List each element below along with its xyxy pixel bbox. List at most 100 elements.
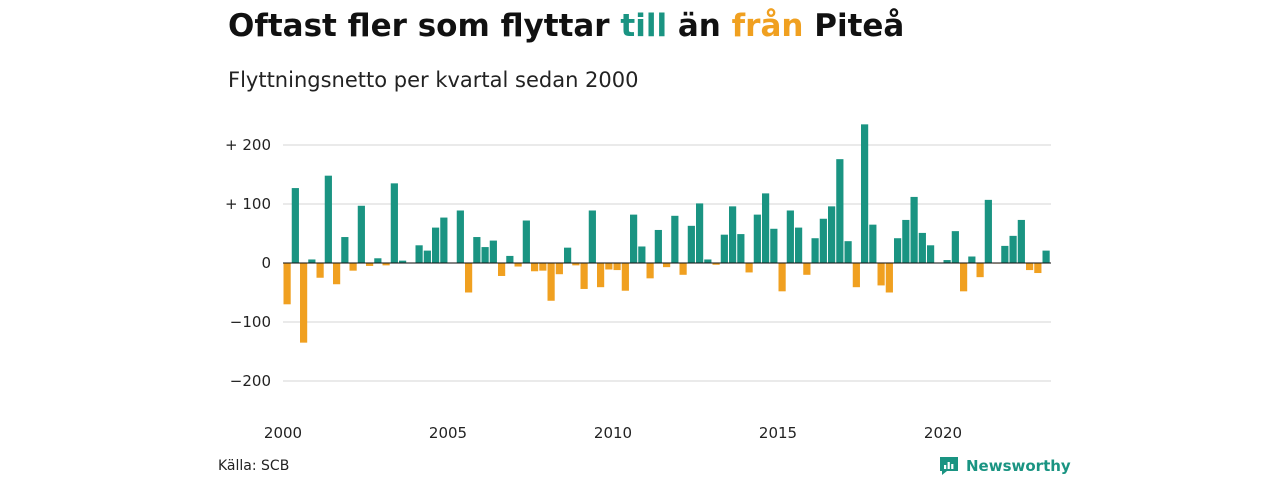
x-tick-label: 2000 <box>264 424 302 442</box>
bar <box>918 232 926 263</box>
bar <box>984 199 992 263</box>
bar <box>506 255 514 263</box>
bar <box>968 256 976 263</box>
bar <box>316 263 324 278</box>
x-tick-label: 2010 <box>594 424 632 442</box>
bar <box>1009 235 1017 263</box>
bar <box>762 193 770 263</box>
y-tick-label: −100 <box>230 313 271 331</box>
bar <box>613 263 621 271</box>
bar <box>704 259 712 263</box>
bar <box>382 263 390 266</box>
bar <box>547 263 555 301</box>
bar <box>1026 263 1034 271</box>
chart-subtitle: Flyttningsnetto per kvartal sedan 2000 <box>228 68 639 92</box>
bar <box>514 263 522 267</box>
bar <box>572 263 580 266</box>
brand-label: Newsworthy <box>966 457 1071 475</box>
bar <box>415 245 423 263</box>
bar <box>976 263 984 278</box>
bar <box>852 263 860 288</box>
title-part-till: till <box>620 8 668 44</box>
x-tick-label: 2005 <box>429 424 467 442</box>
bar <box>877 263 885 286</box>
y-tick-label: −200 <box>230 372 271 390</box>
bar <box>465 263 473 293</box>
bar <box>621 263 629 291</box>
bar <box>861 124 869 263</box>
bar <box>564 247 572 263</box>
bar <box>366 263 374 266</box>
bar <box>910 196 918 263</box>
bar <box>291 188 299 263</box>
bar <box>811 238 819 263</box>
source-label: Källa: SCB <box>218 458 290 474</box>
chart-title: Oftast fler som flyttar till än från Pit… <box>228 8 904 44</box>
title-part-3: än <box>667 8 732 44</box>
y-tick-label: + 100 <box>225 195 271 213</box>
title-part-5: Piteå <box>803 8 905 44</box>
bar <box>729 206 737 263</box>
bar <box>588 210 596 263</box>
bar <box>737 234 745 263</box>
bar <box>481 247 489 263</box>
x-tick-label: 2020 <box>924 424 962 442</box>
bar <box>390 183 398 263</box>
bar <box>943 260 951 263</box>
bar <box>778 263 786 292</box>
bar <box>786 210 794 263</box>
bar <box>349 263 357 271</box>
bar <box>605 263 613 270</box>
bar <box>828 206 836 263</box>
bar <box>456 210 464 263</box>
bar <box>357 205 365 263</box>
bar <box>283 263 291 305</box>
title-part-fran: från <box>731 8 804 44</box>
bar <box>597 263 605 288</box>
bar <box>654 229 662 263</box>
bar <box>960 263 968 292</box>
bar <box>473 237 481 263</box>
title-part-1: Oftast fler som flyttar <box>228 8 621 44</box>
bar <box>630 214 638 263</box>
bar <box>374 258 382 263</box>
bar <box>712 263 720 265</box>
y-tick-label: + 200 <box>225 136 271 154</box>
bar <box>333 263 341 285</box>
bar <box>795 227 803 263</box>
bar <box>1034 263 1042 274</box>
y-tick-label: 0 <box>261 254 271 272</box>
bar <box>638 246 646 263</box>
bar <box>869 224 877 263</box>
bar <box>539 263 547 271</box>
bar <box>498 263 506 276</box>
newsworthy-logo-icon <box>940 457 958 475</box>
bar <box>803 263 811 275</box>
bar <box>1001 245 1009 263</box>
bar <box>300 263 308 343</box>
bar <box>671 215 679 263</box>
bar <box>663 263 671 268</box>
bar <box>646 263 654 279</box>
bar <box>555 263 563 275</box>
brand-logo: Newsworthy <box>938 455 1071 477</box>
bar <box>440 217 448 263</box>
bar <box>679 263 687 275</box>
bar <box>885 263 893 293</box>
bar <box>308 259 316 263</box>
bar <box>341 237 349 263</box>
bar <box>745 263 753 273</box>
bar <box>580 263 588 289</box>
bar <box>522 220 530 263</box>
bar <box>432 227 440 263</box>
bar <box>720 234 728 263</box>
bar <box>324 175 332 263</box>
bar <box>951 231 959 263</box>
bar <box>753 214 761 263</box>
bar <box>927 245 935 263</box>
bar <box>770 228 778 263</box>
bar <box>836 159 844 263</box>
bar <box>819 218 827 263</box>
bar <box>1017 219 1025 263</box>
